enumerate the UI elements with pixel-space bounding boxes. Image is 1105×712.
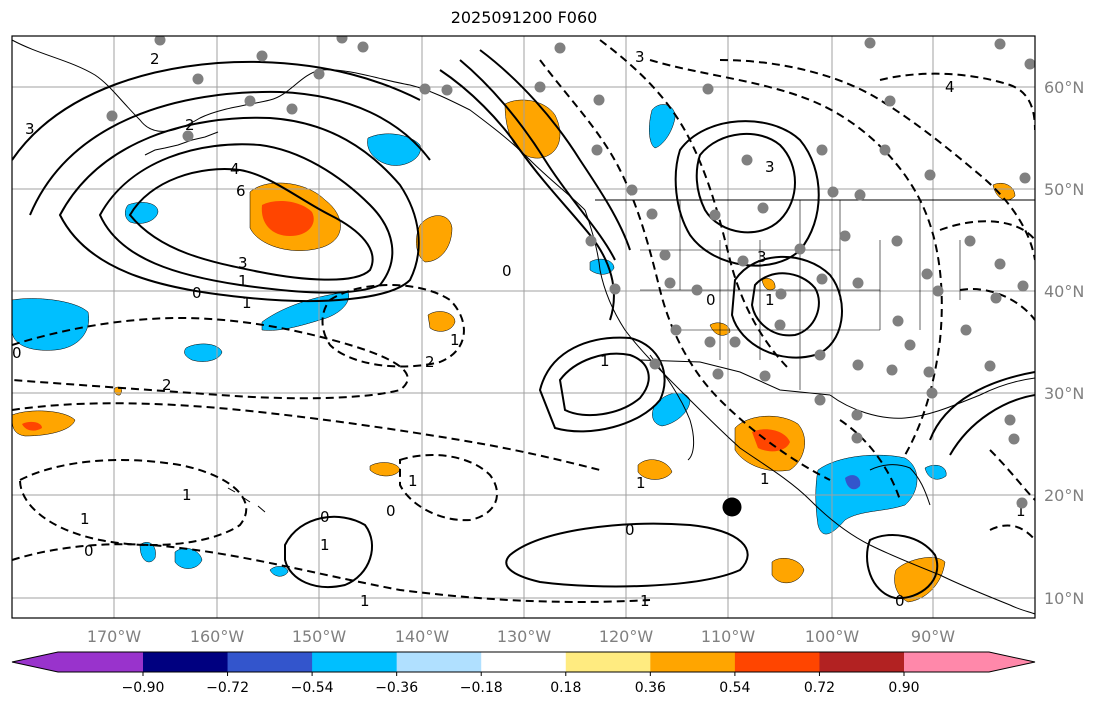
contour-label: 1 <box>80 510 90 528</box>
colorbar-segment <box>481 652 567 672</box>
shaded-fields <box>12 99 1016 603</box>
colorbar-tick-label: −0.72 <box>206 680 249 696</box>
contour-label: 0 <box>192 284 202 302</box>
graticule <box>12 36 1035 618</box>
contour-label: 2 <box>150 50 160 68</box>
colorbar-segment <box>12 652 143 672</box>
map-frame <box>11 35 1036 619</box>
baja-california <box>649 354 695 461</box>
central-america <box>869 544 1035 615</box>
colorbar-tick-label: 0.90 <box>888 680 919 696</box>
contour-label: 1 <box>600 352 610 370</box>
contour-label: 0 <box>895 592 905 610</box>
aleutian-islands <box>144 131 219 156</box>
contour-label: 0 <box>386 502 396 520</box>
contour-label: 2 <box>162 376 172 394</box>
us-mexico-border <box>639 359 831 396</box>
cool-anomaly-gulf <box>367 133 421 166</box>
contours-dashed <box>12 39 1035 603</box>
contour-label: 0 <box>320 508 330 526</box>
lat-tick-label: 30°N <box>1044 384 1084 403</box>
lon-tick-label: 170°W <box>87 627 142 646</box>
hawaiian-islands <box>227 487 266 513</box>
contour-label: 1 <box>360 592 370 610</box>
lon-tick-label: 140°W <box>395 627 450 646</box>
lon-tick-label: 100°W <box>805 627 860 646</box>
contour-label: 0 <box>502 262 512 280</box>
yucatan-coast <box>869 464 931 506</box>
colorbar-segment <box>312 652 398 672</box>
lat-tick-label: 60°N <box>1044 78 1084 97</box>
contour-label: 0 <box>625 521 635 539</box>
gulf-of-mexico-coast <box>829 377 1035 419</box>
map-title: 2025091200 F060 <box>450 8 598 27</box>
colorbar: −0.90 −0.72 −0.54 −0.36 −0.18 0.18 0.36 0.54 0.7… <box>11 651 1036 696</box>
colorbar-segment <box>904 652 1035 672</box>
contour-label: 1 <box>760 470 770 488</box>
contour-label: 3 <box>635 48 645 66</box>
colorbar-tick-label: 0.36 <box>635 680 666 696</box>
cool-anomaly-west <box>12 298 89 351</box>
lat-tick-label: 20°N <box>1044 486 1084 505</box>
lon-tick-label: 120°W <box>599 627 654 646</box>
contour-label: 1 <box>182 486 192 504</box>
contour-label: 0 <box>706 291 716 309</box>
contour-label: 1 <box>636 474 646 492</box>
coastlines <box>12 39 1035 615</box>
colorbar-tick-label: 0.54 <box>719 680 750 696</box>
lon-tick-label: 110°W <box>701 627 756 646</box>
station-markers <box>106 36 1035 509</box>
contour-label: 1 <box>1016 502 1026 520</box>
colorbar-segment <box>227 652 313 672</box>
contour-label: 1 <box>765 291 775 309</box>
contour-label: 1 <box>408 472 418 490</box>
colorbar-segment <box>565 652 651 672</box>
hot-core-pacific <box>261 200 314 236</box>
lon-tick-label: 150°W <box>292 627 347 646</box>
contours-solid <box>12 49 1035 600</box>
lon-tick-labels: 170°W 160°W 150°W 140°W 130°W 120°W 110°… <box>87 627 955 646</box>
lat-tick-labels: 60°N 50°N 40°N 30°N 20°N 10°N <box>1044 78 1084 608</box>
lat-tick-label: 50°N <box>1044 180 1084 199</box>
north-america-west-coast <box>584 209 871 546</box>
contour-label: 1 <box>238 272 248 290</box>
contour-label: 2 <box>185 116 195 134</box>
lon-tick-label: 160°W <box>190 627 245 646</box>
colorbar-tick-label: −0.36 <box>375 680 418 696</box>
colorbar-tick-label: −0.90 <box>122 680 165 696</box>
lat-tick-label: 40°N <box>1044 282 1084 301</box>
lon-tick-label: 90°W <box>911 627 955 646</box>
lon-tick-label: 130°W <box>497 627 552 646</box>
contour-label: 1 <box>450 331 460 349</box>
colorbar-tick-label: −0.54 <box>291 680 334 696</box>
contour-label: 3 <box>757 248 767 266</box>
contour-label: 2 <box>425 353 435 371</box>
contour-label: 4 <box>945 78 955 96</box>
contour-label: 1 <box>640 592 650 610</box>
contour-label: 0 <box>84 542 94 560</box>
lat-tick-label: 10°N <box>1044 589 1084 608</box>
colorbar-segment <box>396 652 482 672</box>
contour-label: 1 <box>320 536 330 554</box>
contour-label: 3 <box>765 158 775 176</box>
contour-label: 1 <box>242 294 252 312</box>
colorbar-segment <box>819 652 905 672</box>
colorbar-outline <box>11 651 1036 673</box>
alaska-coast <box>12 39 586 211</box>
colorbar-tick-label: 0.72 <box>804 680 835 696</box>
contour-label: 3 <box>25 120 35 138</box>
colorbar-tick-label: 0.18 <box>550 680 581 696</box>
colorbar-tick-label: −0.18 <box>460 680 503 696</box>
colorbar-segment <box>143 652 229 672</box>
contour-label: 0 <box>12 344 22 362</box>
contour-labels: 2 2 3 4 6 3 1 0 1 2 2 1 1 0 0 0 1 0 1 1 … <box>12 48 1026 610</box>
highlight-marker <box>722 497 742 517</box>
colorbar-segment <box>650 652 736 672</box>
contour-label: 4 <box>230 160 240 178</box>
colorbar-segment <box>734 652 820 672</box>
contour-label: 3 <box>238 254 248 272</box>
contour-label: 6 <box>236 182 246 200</box>
